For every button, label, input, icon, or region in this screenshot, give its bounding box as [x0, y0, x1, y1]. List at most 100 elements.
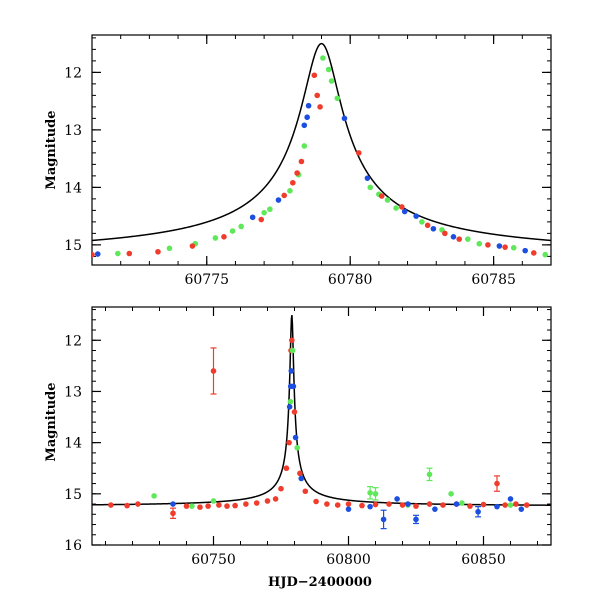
top-panel: 60775 60780 60785 12 13 14 15: [64, 34, 552, 288]
top-point-red: [424, 222, 431, 229]
bottom-point-blue: [288, 368, 295, 374]
bottom-point-blue: [494, 503, 500, 510]
bottom-point-blue: [345, 506, 352, 512]
bottom-point-red: [440, 502, 446, 508]
top-point-red: [294, 170, 300, 176]
top-point-blue: [496, 243, 503, 249]
bottom-point-red: [232, 502, 238, 509]
top-point-green: [367, 184, 374, 191]
top-point-green: [287, 188, 293, 194]
top-point-blue: [275, 197, 282, 203]
top-x-tick-label: 60780: [328, 272, 373, 288]
bottom-point-red: [135, 501, 141, 507]
bottom-xlabel: HJD−2400000: [268, 575, 372, 590]
bottom-point-red: [272, 496, 279, 502]
bottom-x-tick-label: 60850: [461, 552, 506, 568]
top-point-blue: [364, 175, 371, 181]
bottom-point-green: [448, 491, 454, 497]
top-point-red: [530, 250, 537, 256]
top-point-red: [502, 244, 508, 250]
bottom-x-tick-label: 60750: [191, 552, 236, 568]
bottom-y-tick-label: 15: [64, 487, 82, 503]
top-point-green: [115, 250, 121, 257]
top-data-layer: [92, 42, 551, 258]
bottom-point-green: [294, 444, 301, 451]
bottom-y-tick-label: 13: [64, 384, 82, 400]
top-point-blue: [450, 234, 457, 240]
top-point-blue: [249, 214, 256, 221]
top-y-tick-label: 13: [64, 123, 82, 139]
top-point-red: [126, 250, 133, 257]
bottom-point-blue: [290, 383, 297, 390]
bottom-plot-frame: [91, 306, 552, 546]
bottom-point-blue: [518, 506, 525, 512]
bottom-point-blue: [292, 434, 299, 441]
top-point-blue: [430, 225, 437, 232]
top-point-green: [384, 197, 391, 203]
bottom-point-green: [289, 347, 296, 354]
bottom-panel: 60750 60800 60850 12 13 14 15 16: [64, 306, 552, 568]
bottom-point-red: [264, 498, 271, 504]
bottom-y-tick-label: 14: [64, 436, 82, 452]
bottom-point-green: [210, 498, 217, 504]
bottom-point-green: [367, 489, 373, 496]
bottom-point-red: [386, 501, 392, 507]
top-point-red: [221, 234, 227, 240]
top-point-green: [542, 251, 549, 258]
bottom-point-blue: [475, 508, 481, 515]
top-model-curve: [92, 42, 551, 242]
top-point-green: [267, 206, 273, 213]
bottom-point-red: [216, 502, 222, 508]
bottom-point-blue: [432, 506, 438, 512]
bottom-point-red: [286, 439, 292, 446]
top-point-green: [328, 78, 335, 84]
top-point-red: [317, 104, 323, 110]
top-point-red: [378, 193, 385, 199]
bottom-point-red: [345, 501, 352, 507]
bottom-point-blue: [170, 501, 176, 507]
bottom-data-layer: [92, 314, 551, 530]
bottom-point-red: [467, 503, 473, 509]
top-point-green: [320, 55, 326, 61]
bottom-point-red: [170, 510, 176, 517]
top-point-red: [442, 230, 448, 237]
bottom-x-tick-label: 60800: [326, 552, 371, 568]
bottom-point-red: [297, 470, 303, 477]
bottom-point-green: [459, 500, 465, 506]
bottom-point-green: [507, 502, 514, 508]
bottom-point-blue: [405, 501, 411, 507]
top-point-red: [485, 242, 491, 248]
bottom-point-green: [189, 503, 195, 509]
bottom-point-red: [372, 501, 379, 508]
top-point-green: [301, 143, 308, 149]
bottom-point-red: [426, 501, 433, 507]
top-point-red: [290, 179, 296, 186]
top-point-red: [355, 150, 362, 156]
bottom-point-red: [183, 503, 190, 509]
top-point-green: [334, 95, 341, 102]
top-point-blue: [301, 122, 308, 129]
bottom-point-red: [283, 465, 290, 472]
bottom-point-green: [151, 493, 157, 499]
bottom-point-blue: [298, 475, 305, 482]
bottom-point-blue: [286, 404, 293, 410]
top-y-tick-label: 14: [64, 180, 82, 196]
bottom-point-red: [210, 368, 217, 374]
bottom-point-red: [205, 503, 211, 509]
bottom-point-red: [513, 501, 519, 507]
top-point-blue: [304, 114, 310, 121]
top-x-tick-label: 60785: [471, 272, 516, 288]
bottom-point-red: [359, 502, 365, 509]
top-x-tick-label: 60775: [184, 272, 229, 288]
top-ylabel: Magnitude: [44, 110, 59, 189]
bottom-point-blue: [453, 501, 460, 507]
bottom-point-green: [372, 491, 379, 497]
bottom-point-red: [243, 501, 249, 507]
top-y-tick-label: 15: [64, 238, 82, 254]
top-point-red: [281, 192, 288, 199]
bottom-point-red: [278, 485, 284, 492]
bottom-point-blue: [367, 503, 373, 510]
top-point-blue: [413, 213, 419, 219]
bottom-point-blue: [380, 516, 387, 523]
